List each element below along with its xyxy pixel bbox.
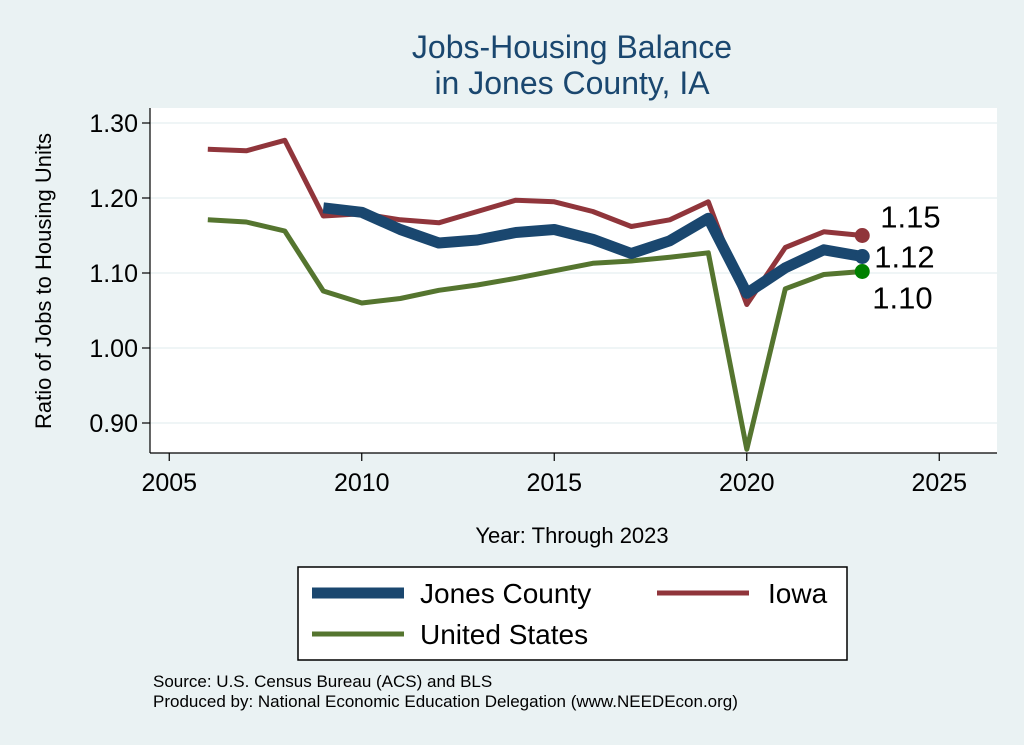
source-note: Source: U.S. Census Bureau (ACS) and BLS <box>153 672 492 691</box>
x-tick-label: 2010 <box>334 469 390 497</box>
legend-box <box>297 566 848 661</box>
gridlines <box>150 122 997 424</box>
y-axis-title: Ratio of Jobs to Housing Units <box>31 133 56 429</box>
legend: Jones County Iowa United States <box>297 566 848 661</box>
y-tick-label: 1.20 <box>89 185 138 213</box>
y-tick-label: 1.10 <box>89 260 138 288</box>
chart-title-line-2: in Jones County, IA <box>434 65 710 101</box>
x-tick-label: 2025 <box>911 469 967 497</box>
end-marker-jones-county <box>854 249 870 264</box>
y-tick-label: 0.90 <box>89 410 138 438</box>
plot-area <box>150 108 997 453</box>
end-marker-iowa <box>854 228 870 243</box>
x-tick-label: 2020 <box>719 469 775 497</box>
series-lines <box>207 137 864 452</box>
x-tick-label: 2005 <box>141 469 197 497</box>
legend-label-united-states: United States <box>420 619 588 650</box>
end-value-label-jones-county: 1.12 <box>874 240 934 275</box>
end-marker-united-states <box>854 264 870 279</box>
series-line-united-states <box>207 217 863 452</box>
chart-title-line-1: Jobs-Housing Balance <box>412 29 732 65</box>
series-line-jones-county <box>322 202 864 299</box>
end-markers: 1.10 1.15 1.12 <box>854 200 941 316</box>
legend-label-jones-county: Jones County <box>420 578 591 609</box>
end-value-label-united-states: 1.10 <box>872 281 932 316</box>
legend-label-iowa: Iowa <box>768 578 828 609</box>
x-axis-title: Year: Through 2023 <box>475 523 668 548</box>
y-tick-label: 1.00 <box>89 335 138 363</box>
axes: 0.90 1.00 1.10 1.20 1.30 2005 2010 2015 2020 2025 <box>89 108 997 497</box>
y-tick-label: 1.30 <box>89 110 138 138</box>
produced-by-note: Produced by: National Economic Education… <box>153 692 738 711</box>
end-value-label-iowa: 1.15 <box>880 200 940 235</box>
x-tick-label: 2015 <box>526 469 582 497</box>
